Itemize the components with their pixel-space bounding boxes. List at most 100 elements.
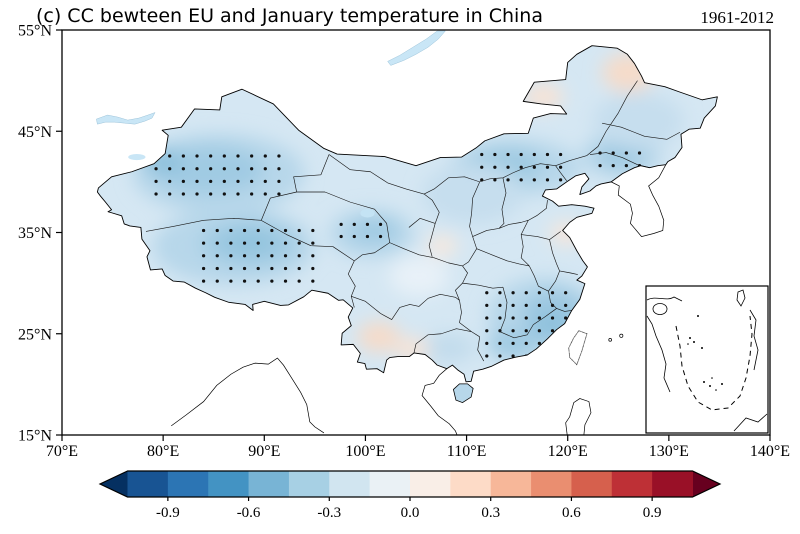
stipple-dot [263, 192, 267, 196]
cc-blob [422, 332, 475, 364]
y-axis: 55°N 45°N 35°N 25°N 15°N [18, 23, 62, 445]
stipple-dot [524, 316, 528, 320]
cc-blob [592, 92, 685, 150]
stipple-dot [511, 341, 515, 345]
colorbar-segment [288, 471, 330, 497]
stipple-dot [154, 167, 158, 171]
stipple-dot [229, 266, 233, 271]
stipple-dot [263, 167, 267, 171]
y-tick-label: 45°N [18, 124, 52, 141]
stipple-dot [277, 167, 281, 171]
stipple-dot [215, 241, 219, 245]
colorbar-segment [571, 471, 613, 497]
indochina-coastline [422, 369, 457, 436]
stipple-dot [277, 154, 281, 158]
stipple-dot [485, 303, 489, 308]
y-tick-label: 25°N [18, 326, 52, 343]
hainan-island [453, 384, 473, 403]
stipple-dot [537, 316, 541, 320]
stipple-dot [339, 222, 343, 227]
cc-blob [222, 229, 276, 256]
stipple-dot [297, 279, 301, 283]
stipple-dot [201, 266, 206, 271]
x-tick-label: 70°E [46, 443, 78, 460]
period-label: 1961-2012 [700, 8, 774, 27]
stipple-dot [297, 266, 301, 271]
stipple-dot [222, 167, 226, 171]
stipple-dot [209, 154, 213, 158]
colorbar-segment [531, 471, 572, 497]
stipple-dot [550, 291, 555, 295]
stipple-dot [215, 279, 219, 283]
stipple-dot [559, 165, 563, 169]
x-tick-label: 110°E [447, 443, 487, 460]
colorbar-segment [127, 471, 169, 497]
y-tick-label: 15°N [18, 428, 52, 445]
stipple-dot [215, 266, 219, 271]
stipple-dot [498, 303, 502, 308]
stipple-dot [485, 329, 489, 333]
stipple-dot [524, 303, 528, 308]
stipple-dot [215, 254, 219, 258]
inset-taiwan [736, 289, 746, 307]
stipple-dot [154, 192, 158, 196]
stipple-dot [154, 179, 158, 183]
stipple-dot [550, 303, 555, 308]
stipple-dot [201, 279, 206, 283]
stipple-dot [222, 179, 226, 183]
cc-blob [349, 217, 398, 244]
lake-balkhash [96, 113, 155, 125]
colorbar-segment [652, 471, 693, 497]
stipple-dot [256, 266, 260, 271]
stipple-dot [550, 329, 555, 333]
bay-of-bengal-coastline [171, 358, 324, 433]
ryukyu-island [620, 334, 623, 337]
stipple-dot [215, 228, 219, 233]
luzon-coastline [566, 399, 591, 435]
colorbar-segment [450, 471, 492, 497]
stipple-dot [524, 291, 528, 295]
stipple-dot [564, 291, 568, 295]
stipple-dot [222, 154, 226, 158]
inset-hainan [652, 303, 668, 315]
stipple-dot [209, 192, 213, 196]
stipple-dot [168, 167, 172, 171]
stipple-dot [181, 192, 185, 196]
colorbar-tick-label: 0.0 [401, 505, 420, 521]
stipple-dot [611, 164, 615, 168]
china-outline [97, 46, 717, 382]
stipple-dot [195, 167, 199, 171]
chart-title: (c) CC bewteen EU and January temperatur… [36, 5, 543, 27]
x-tick-label: 100°E [345, 443, 385, 460]
stipple-dot [532, 165, 536, 169]
stipple-dot [270, 266, 274, 271]
cc-blob-positive [357, 321, 400, 352]
stipple-dot [270, 279, 274, 283]
taiwan-island [569, 331, 587, 365]
stipple-dot [498, 354, 502, 358]
inset-islands [687, 315, 723, 391]
stipple-dot [506, 152, 510, 157]
stipple-dot [201, 254, 206, 258]
stipple-dot [270, 228, 274, 233]
x-tick-label: 80°E [147, 443, 179, 460]
cc-blob [389, 255, 449, 297]
stipple-dot [236, 154, 240, 158]
qinghai-lake [360, 209, 375, 218]
stipple-dot [493, 152, 497, 157]
stipple-dot [511, 316, 515, 320]
stipple-dot [277, 192, 281, 196]
stipple-dot [209, 179, 213, 183]
stipple-dot [263, 179, 267, 183]
colorbar-segment [611, 471, 653, 497]
stipple-dot [493, 165, 497, 169]
colorbar-under-arrow [100, 471, 128, 497]
stipple-dot [564, 303, 568, 308]
stipple-dot [537, 303, 541, 308]
stipple-dot [480, 152, 484, 157]
stipple-dot [511, 329, 515, 333]
stipple-dot [524, 341, 528, 345]
stipple-dot [236, 192, 240, 196]
